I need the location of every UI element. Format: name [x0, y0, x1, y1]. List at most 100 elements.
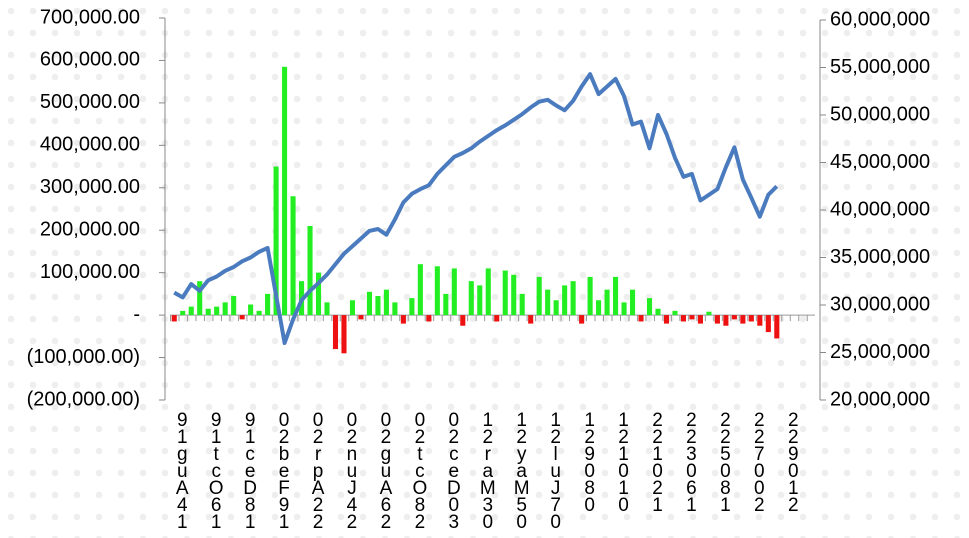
y-tick-label: 200,000.00	[40, 219, 140, 241]
bar	[663, 315, 670, 324]
bar	[265, 293, 271, 316]
x-tick-label: 02nuJ42	[341, 410, 362, 529]
bar	[689, 315, 695, 320]
bar	[697, 315, 703, 324]
bar	[629, 289, 636, 316]
bar	[188, 306, 194, 316]
bar	[562, 285, 568, 316]
bar	[757, 315, 763, 326]
bar	[579, 315, 585, 324]
x-tick-label: 121010	[613, 410, 634, 512]
x-tick-label: 91ceD81	[240, 410, 261, 529]
bar	[366, 291, 372, 316]
bar	[282, 66, 288, 316]
y-tick-label: 400,000.00	[40, 134, 140, 156]
x-tick-label: 12yaM50	[511, 410, 532, 529]
x-tick-label: 91guA41	[172, 410, 193, 529]
bar	[553, 300, 559, 316]
x-tick-label: 221021	[647, 410, 668, 512]
bar	[341, 315, 347, 354]
bar	[383, 289, 389, 316]
bar	[680, 315, 686, 322]
bar	[443, 293, 449, 316]
bar	[502, 270, 508, 316]
bar	[604, 289, 610, 316]
bar	[248, 304, 254, 316]
bar	[417, 264, 423, 316]
bar	[545, 289, 551, 316]
bar	[706, 311, 712, 316]
bar	[180, 310, 186, 316]
bar	[485, 268, 491, 316]
bar	[222, 302, 228, 316]
bar	[349, 300, 356, 316]
bar	[451, 268, 457, 316]
bar	[375, 296, 381, 316]
bar	[774, 315, 780, 339]
bar	[765, 315, 771, 333]
y-tick-label: (100,000.00)	[27, 346, 140, 368]
bar	[171, 315, 177, 322]
y-tick-label: 700,000.00	[40, 6, 140, 28]
x-tick-label: 12luJ70	[545, 410, 566, 529]
y2-tick-label: 40,000,000	[830, 198, 930, 220]
x-tick-label: 225081	[715, 410, 736, 512]
x-tick-label: 02rpA22	[308, 410, 329, 529]
bar	[740, 315, 746, 324]
y-tick-label: 100,000.00	[40, 261, 140, 283]
bar	[205, 308, 211, 316]
x-tick-label: 129080	[579, 410, 600, 512]
bar	[273, 166, 279, 316]
bar	[748, 315, 754, 322]
bar	[723, 315, 729, 326]
bar	[460, 315, 466, 326]
x-tick-label: 02ceD03	[443, 410, 464, 529]
bar	[324, 302, 330, 316]
x-tick-label: 227002	[749, 410, 770, 512]
bar	[290, 196, 296, 316]
y2-tick-label: 50,000,000	[830, 103, 930, 125]
bar	[231, 296, 237, 316]
bar	[426, 315, 432, 322]
y2-tick-label: 45,000,000	[830, 151, 930, 173]
bar	[587, 276, 593, 316]
bar	[519, 293, 525, 316]
bar	[613, 276, 619, 316]
bar	[214, 306, 220, 316]
x-tick-label: 223061	[681, 410, 702, 512]
bar	[434, 266, 440, 316]
bar	[621, 302, 627, 316]
bar	[731, 315, 737, 320]
bar	[528, 315, 534, 324]
x-tick-label: 229012	[783, 410, 804, 512]
y-tick-label: (200,000.00)	[27, 388, 140, 410]
x-tick-label: 02tcO82	[409, 410, 430, 529]
bar	[536, 276, 542, 316]
bar	[477, 285, 483, 316]
bar	[646, 298, 653, 316]
bar	[409, 298, 415, 316]
bar	[256, 310, 262, 316]
y-tick-label: 300,000.00	[40, 176, 140, 198]
y-tick-label: 600,000.00	[40, 49, 140, 71]
bar	[638, 315, 644, 322]
bar	[511, 274, 517, 316]
bar	[672, 310, 678, 316]
bar	[468, 281, 474, 316]
bar	[307, 225, 313, 316]
bar	[400, 315, 406, 324]
y-tick-label: 500,000.00	[40, 91, 140, 113]
x-tick-label: 91tcO61	[206, 410, 227, 529]
y2-tick-label: 60,000,000	[830, 8, 930, 30]
x-tick-label: 02guA62	[375, 410, 396, 529]
bar	[570, 281, 576, 316]
bar	[494, 315, 500, 322]
y2-tick-label: 35,000,000	[830, 246, 930, 268]
bar	[332, 315, 339, 350]
bar	[358, 315, 364, 320]
x-tick-label: 12raM30	[477, 410, 498, 529]
bar	[197, 281, 203, 316]
bar	[392, 302, 398, 316]
y2-tick-label: 20,000,000	[830, 388, 930, 410]
